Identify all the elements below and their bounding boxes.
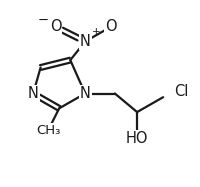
Text: N: N <box>28 86 39 101</box>
Text: O: O <box>50 19 61 34</box>
Text: Cl: Cl <box>174 84 189 99</box>
Text: +: + <box>92 27 101 37</box>
Text: O: O <box>105 19 117 34</box>
Text: HO: HO <box>126 131 148 145</box>
Text: N: N <box>80 34 91 49</box>
Text: CH₃: CH₃ <box>36 124 60 137</box>
Text: −: − <box>38 14 49 27</box>
Text: N: N <box>80 86 91 101</box>
